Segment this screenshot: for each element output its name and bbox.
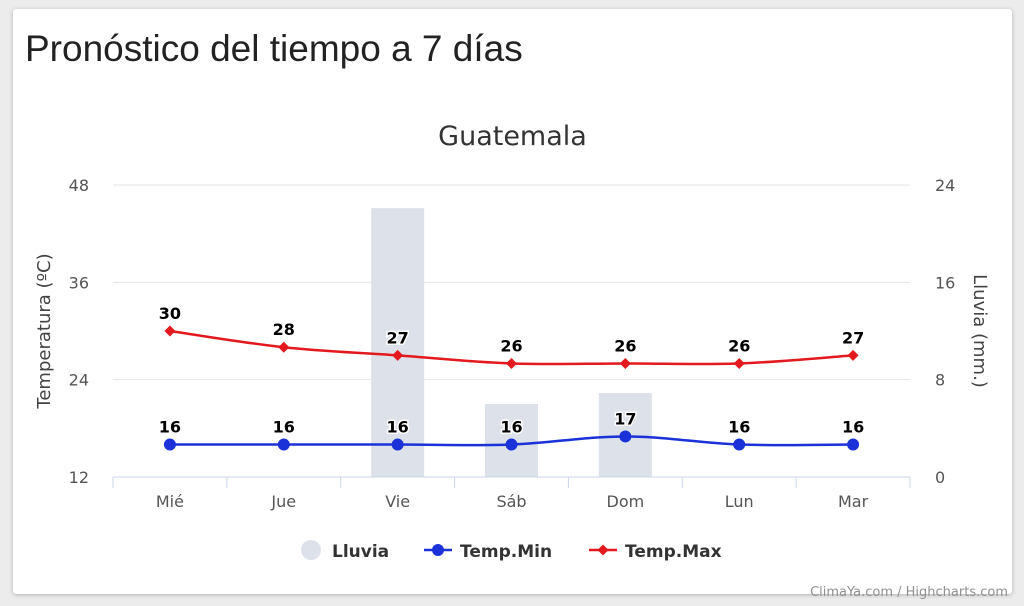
page-title: Pronóstico del tiempo a 7 días	[25, 28, 523, 69]
y-left-tick-label: 24	[69, 371, 89, 390]
temp-min-data-label: 16	[842, 418, 864, 437]
y-right-tick-label: 8	[935, 371, 945, 390]
temp-max-point	[506, 357, 517, 369]
y-right-tick-label: 24	[935, 176, 955, 195]
temp-max-point	[392, 349, 404, 361]
temp-max-point	[619, 357, 631, 369]
x-tick-label: Mar	[838, 492, 869, 511]
y-left-tick-label: 12	[69, 468, 89, 487]
temp-max-point	[847, 349, 859, 361]
temp-min-data-label: 16	[728, 418, 750, 437]
x-tick-label: Lun	[725, 492, 754, 511]
temp-max-point	[733, 357, 745, 369]
legend-temp-min-label: Temp.Min	[460, 542, 552, 562]
temp-min-data-label: 17	[614, 409, 636, 428]
x-tick-label: Dom	[607, 492, 645, 511]
temp-min-point	[847, 438, 860, 451]
legend-lluvia-label: Lluvia	[332, 542, 389, 562]
y-right-axis-title: Lluvia (mm.)	[969, 274, 990, 388]
temp-min-point	[619, 430, 632, 443]
temp-max-point	[164, 325, 176, 337]
x-tick-label: Vie	[385, 492, 410, 511]
legend-lluvia-icon	[301, 540, 321, 560]
temp-min-point	[391, 438, 404, 451]
x-tick-label: Sáb	[496, 492, 526, 511]
temp-min-data-label: 16	[273, 418, 295, 437]
rain-bar	[371, 208, 425, 477]
y-left-axis-title: Temperatura (ºC)	[34, 253, 55, 409]
temp-min-point	[277, 438, 290, 451]
x-tick-label: Jue	[270, 492, 296, 511]
temp-min-point	[733, 438, 746, 451]
temp-min-data-label: 16	[159, 418, 181, 437]
legend-temp-max-label: Temp.Max	[625, 542, 722, 562]
temp-min-point	[505, 438, 518, 451]
temp-max-data-label: 26	[728, 336, 750, 355]
temp-max-data-label: 27	[842, 328, 864, 347]
chart-card	[13, 9, 1012, 594]
temp-min-point	[163, 438, 176, 451]
chart-title: Guatemala	[438, 121, 587, 152]
temp-max-data-label: 26	[614, 336, 636, 355]
temp-max-data-label: 28	[273, 320, 295, 339]
y-left-tick-label: 48	[69, 176, 89, 195]
credits-link[interactable]: ClimaYa.com / Highcharts.com	[810, 585, 1008, 600]
temp-max-point	[278, 341, 290, 353]
temp-min-data-label: 16	[500, 418, 522, 437]
y-left-tick-label: 36	[69, 273, 89, 292]
x-tick-label: Mié	[156, 492, 184, 511]
y-right-tick-label: 0	[935, 468, 945, 487]
temp-min-data-label: 16	[387, 418, 409, 437]
legend-temp-max-marker	[597, 544, 609, 556]
temp-max-data-label: 26	[500, 336, 522, 355]
y-right-tick-label: 16	[935, 273, 955, 292]
temp-max-data-label: 27	[387, 328, 409, 347]
legend-temp-min-marker	[432, 544, 444, 556]
temp-max-data-label: 30	[159, 304, 181, 323]
